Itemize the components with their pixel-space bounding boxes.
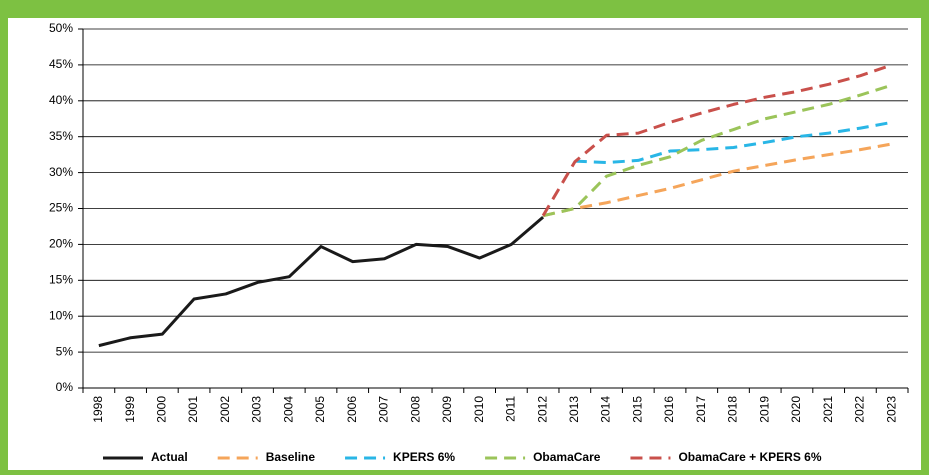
x-tick-label: 2006	[345, 396, 359, 423]
x-tick-label: 2019	[757, 396, 771, 423]
x-tick-label: 2000	[154, 396, 168, 423]
y-tick-label: 45%	[49, 57, 73, 71]
x-tick-label: 2020	[789, 396, 803, 423]
y-tick-label: 15%	[49, 272, 73, 286]
series-line	[541, 63, 893, 217]
y-tick-label: 50%	[49, 21, 73, 35]
y-tick-label: 5%	[56, 344, 74, 358]
x-tick-label: 1999	[123, 396, 137, 423]
legend-label: ObamaCare + KPERS 6%	[678, 450, 821, 464]
x-tick-label: 2008	[408, 396, 422, 423]
x-tick-label: 2004	[281, 396, 295, 423]
x-tick-label: 2021	[821, 396, 835, 423]
y-tick-label: 30%	[49, 165, 73, 179]
series-line	[542, 142, 893, 218]
y-tick-label: 0%	[56, 380, 74, 394]
x-tick-label: 2005	[313, 396, 327, 423]
series-line	[574, 120, 893, 165]
x-tick-label: 2012	[535, 396, 549, 423]
y-tick-label: 10%	[49, 308, 73, 322]
y-tick-label: 40%	[49, 93, 73, 107]
x-tick-label: 2010	[472, 396, 486, 423]
series-line	[98, 215, 545, 348]
legend-label: Actual	[151, 450, 188, 464]
chart: 0% 5% 10% 15% 20% 25% 30% 35% 40% 45% 50% 1998 1999 2…	[49, 21, 909, 464]
x-tick-label: 1998	[91, 396, 105, 423]
x-tick-label: 2014	[599, 396, 613, 423]
y-tick-label: 25%	[49, 201, 73, 215]
chart-frame: 0% 5% 10% 15% 20% 25% 30% 35% 40% 45% 50% 1998 1999 2…	[8, 18, 921, 470]
y-tick-label: 20%	[49, 237, 73, 251]
x-tick-label: 2016	[662, 396, 676, 423]
x-tick-label: 2022	[853, 396, 867, 423]
x-tick-label: 2002	[218, 396, 232, 423]
y-tick-label: 35%	[49, 129, 73, 143]
x-tick-label: 2009	[440, 396, 454, 423]
legend-label: KPERS 6%	[393, 450, 455, 464]
x-tick-label: 2007	[377, 396, 391, 423]
legend-label: Baseline	[266, 450, 316, 464]
x-tick-label: 2001	[186, 396, 200, 423]
x-tick-label: 2011	[504, 396, 518, 422]
legend-label: ObamaCare	[533, 450, 601, 464]
x-tick-label: 2013	[567, 396, 581, 423]
x-tick-label: 2017	[694, 396, 708, 423]
x-tick-label: 2018	[726, 396, 740, 423]
x-tick-label: 2015	[630, 396, 644, 423]
series-line	[542, 83, 893, 218]
x-tick-label: 2023	[884, 396, 898, 423]
x-tick-label: 2003	[250, 396, 264, 423]
